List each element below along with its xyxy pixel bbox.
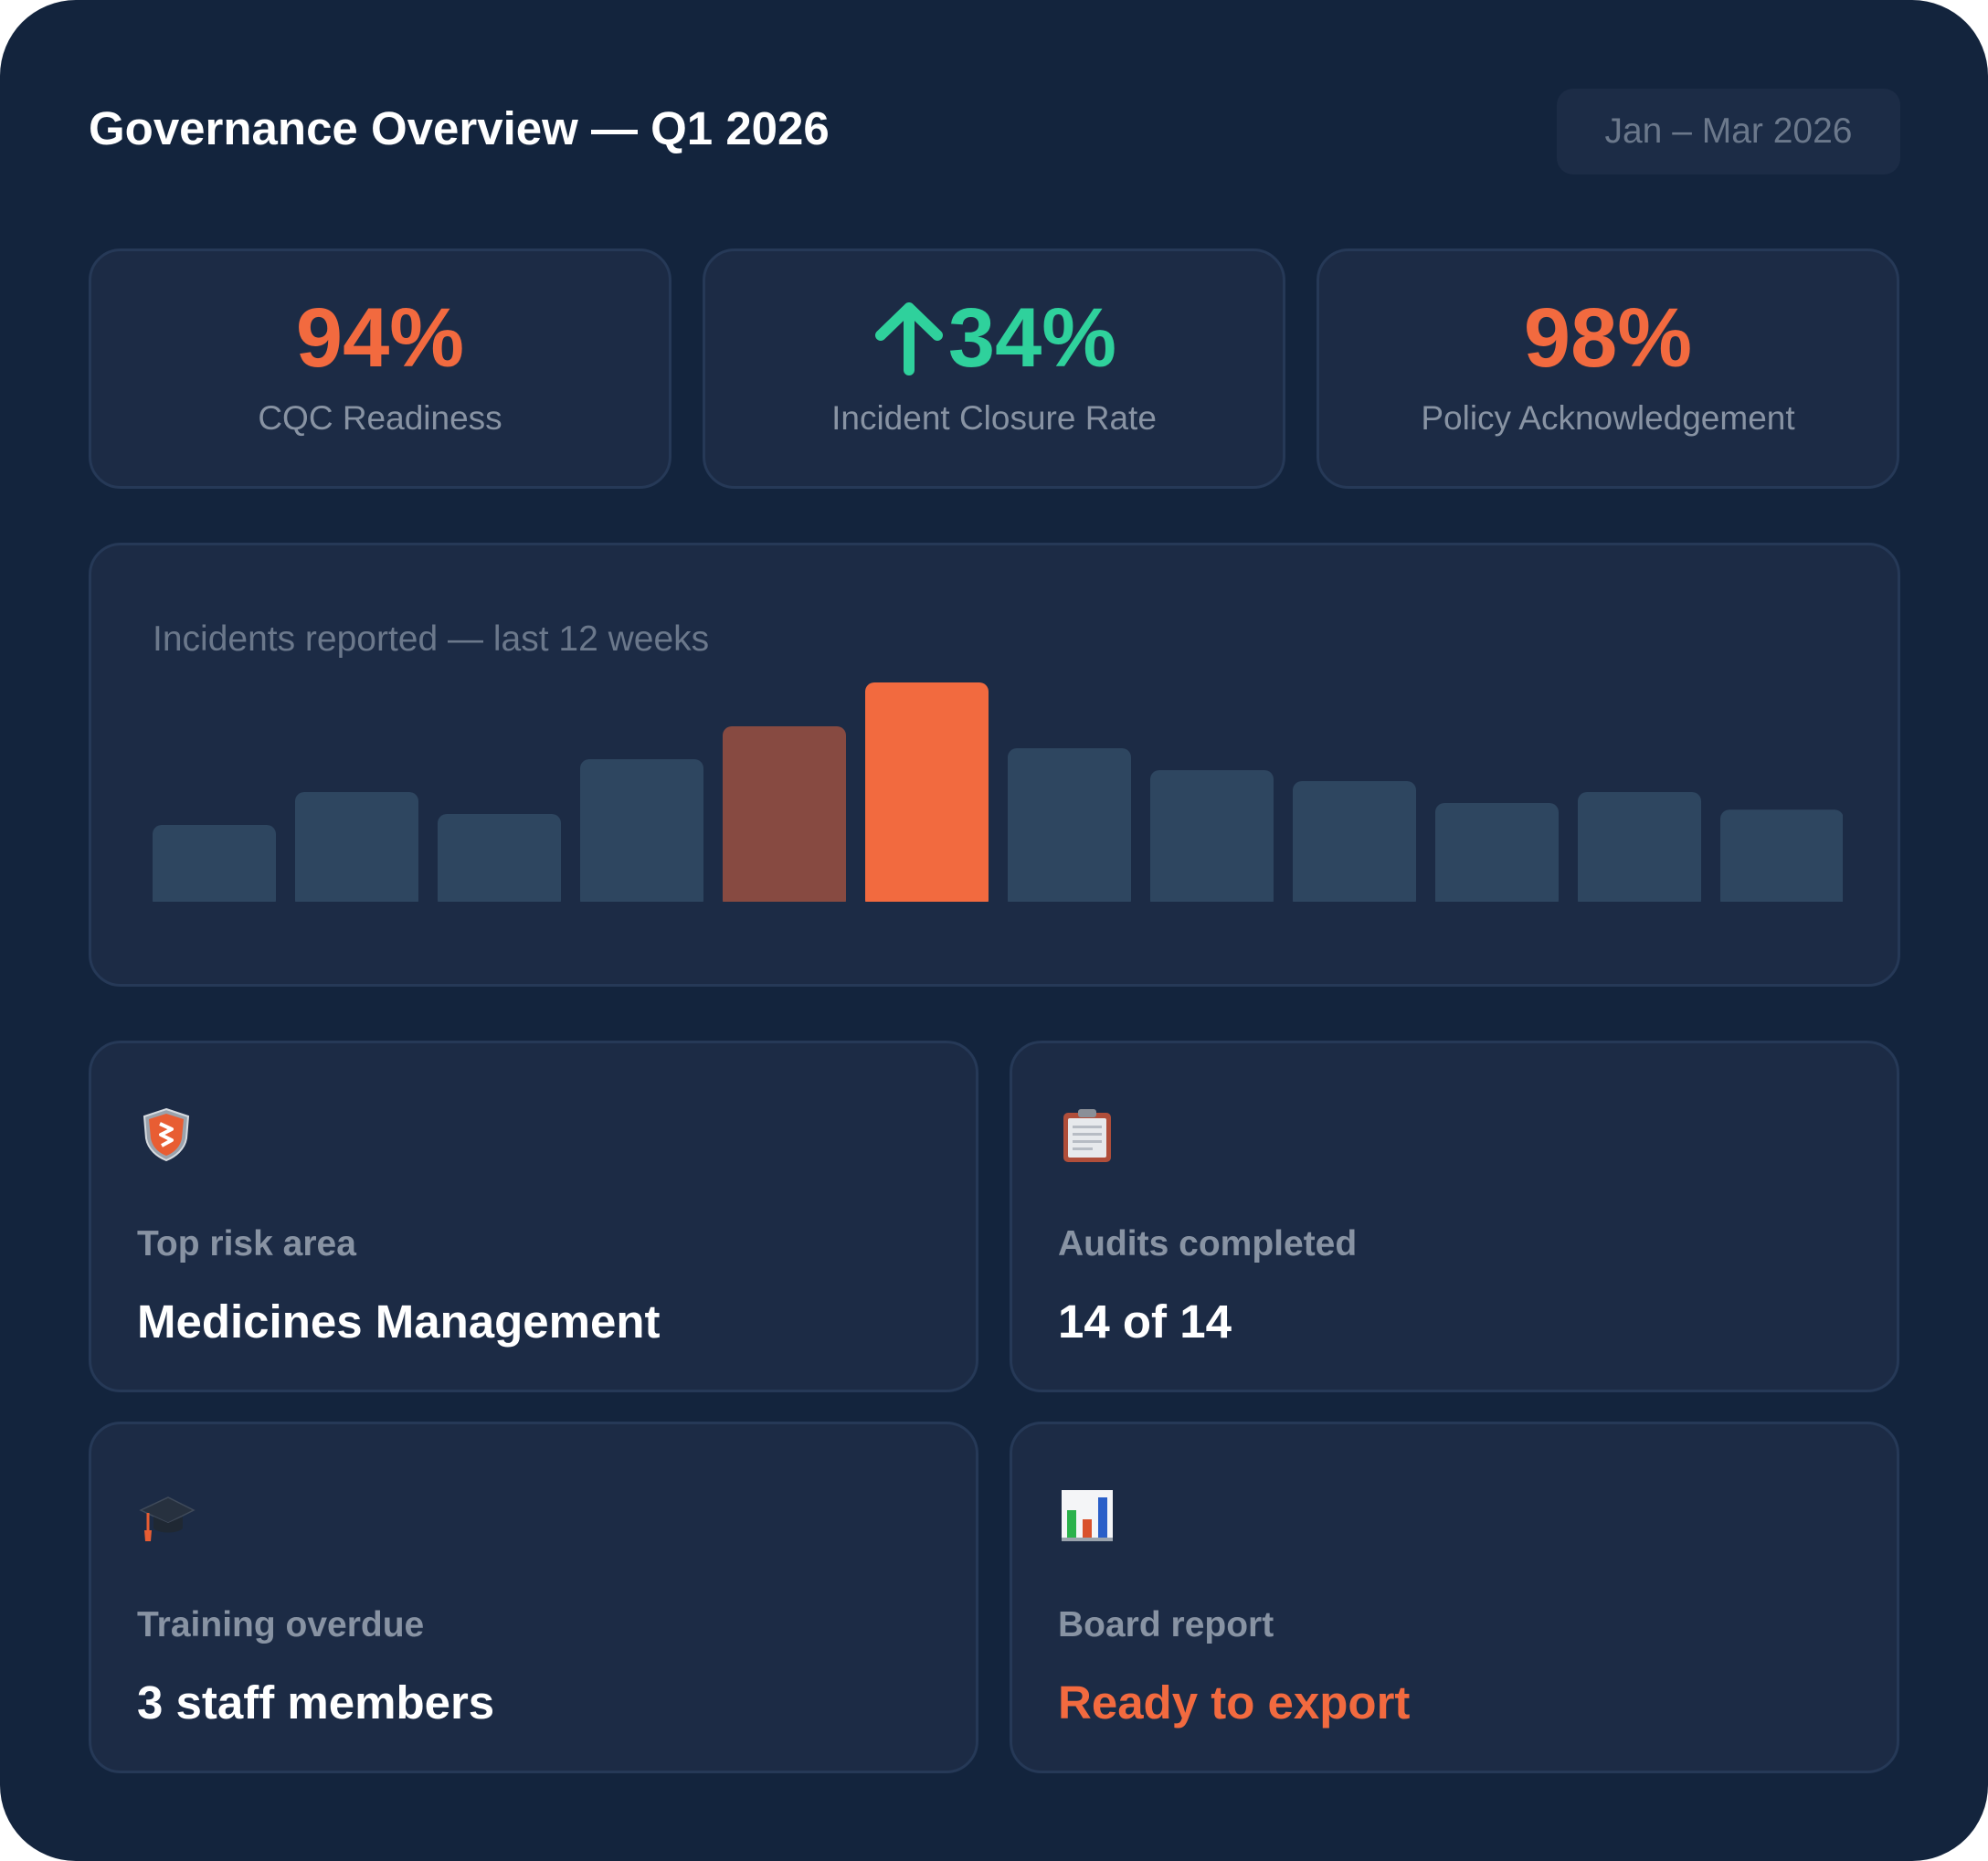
date-range-selector[interactable]: Jan – Mar 2026	[1557, 89, 1900, 174]
chart-title: Incidents reported — last 12 weeks	[153, 619, 710, 659]
kpi-label: Incident Closure Rate	[831, 399, 1157, 437]
chart-bar-week-8	[1150, 770, 1274, 909]
info-label: Training overdue	[137, 1605, 425, 1644]
kpi-value: 94%	[295, 291, 465, 385]
chart-bar-week-2	[295, 792, 418, 909]
chart-bar-week-6	[865, 682, 989, 909]
chart-bar-week-1	[153, 825, 276, 909]
kpi-card-incident-closure-rate: 34% Incident Closure Rate	[703, 248, 1285, 489]
kpi-card-cqc-readiness: 94% CQC Readiness	[89, 248, 671, 489]
clipboard-icon	[1063, 1109, 1111, 1162]
info-card-top-risk-area: Top risk area Medicines Management	[89, 1041, 978, 1392]
info-card-training-overdue: Training overdue 3 staff members	[89, 1422, 978, 1773]
kpi-value: 98%	[1523, 291, 1693, 385]
chart-bar-week-4	[580, 759, 703, 909]
kpi-label: Policy Acknowledgement	[1421, 399, 1795, 437]
chart-bar-week-9	[1293, 781, 1416, 909]
info-card-audits-completed: Audits completed 14 of 14	[1010, 1041, 1899, 1392]
shield-icon	[143, 1107, 190, 1162]
chart-bar-week-11	[1578, 792, 1701, 909]
info-label: Top risk area	[137, 1224, 356, 1264]
incidents-bar-chart	[153, 682, 1843, 920]
info-value-export-link[interactable]: Ready to export	[1058, 1676, 1411, 1729]
kpi-value: 34%	[705, 288, 1283, 388]
kpi-label: CQC Readiness	[258, 399, 502, 437]
info-value: 14 of 14	[1058, 1295, 1232, 1348]
arrow-up-icon	[874, 301, 943, 375]
info-value: Medicines Management	[137, 1295, 661, 1348]
bar-chart-icon	[1062, 1490, 1113, 1541]
chart-bar-week-10	[1435, 803, 1559, 909]
info-label: Audits completed	[1058, 1224, 1358, 1264]
chart-bar-week-12	[1720, 809, 1843, 909]
page-title: Governance Overview — Q1 2026	[89, 102, 830, 154]
chart-bar-week-5	[723, 726, 846, 909]
kpi-card-policy-acknowledgement: 98% Policy Acknowledgement	[1317, 248, 1899, 489]
info-label: Board report	[1058, 1605, 1274, 1644]
incidents-chart-card: Incidents reported — last 12 weeks	[89, 543, 1900, 987]
chart-bar-week-7	[1008, 748, 1131, 909]
info-value: 3 staff members	[137, 1676, 495, 1729]
info-card-board-report[interactable]: Board report Ready to export	[1010, 1422, 1899, 1773]
chart-bar-week-3	[438, 814, 561, 909]
chart-baseline-mask	[153, 902, 1843, 920]
graduation-cap-icon	[139, 1496, 196, 1541]
